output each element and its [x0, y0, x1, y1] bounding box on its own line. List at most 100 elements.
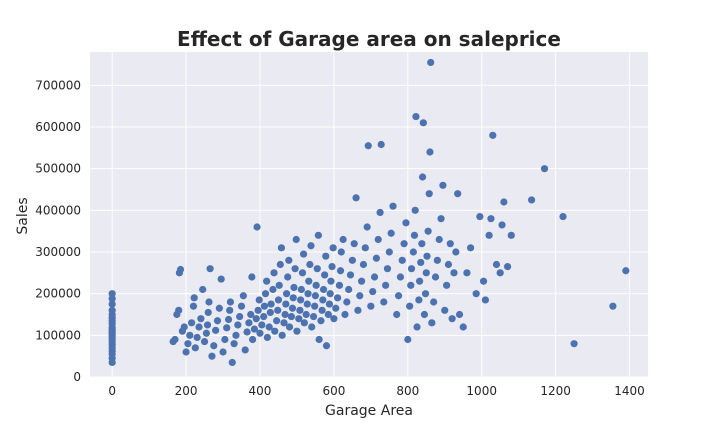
- data-point: [255, 296, 263, 304]
- y-tick-label: 0: [73, 370, 81, 384]
- data-point: [363, 223, 371, 231]
- data-point: [418, 173, 427, 181]
- data-point: [184, 340, 192, 348]
- y-axis-label: Sales: [15, 197, 31, 234]
- data-point: [296, 306, 304, 314]
- data-point: [472, 290, 480, 298]
- y-tick-label: 400000: [35, 203, 81, 217]
- data-point: [448, 315, 456, 323]
- data-point: [450, 269, 458, 277]
- data-point: [324, 310, 332, 319]
- data-point: [250, 325, 259, 333]
- data-point: [500, 198, 508, 206]
- data-point: [256, 329, 264, 337]
- data-point: [364, 142, 372, 150]
- data-point: [236, 312, 244, 321]
- data-point: [234, 321, 242, 329]
- data-point: [315, 335, 323, 344]
- data-point: [175, 306, 183, 314]
- data-point: [422, 269, 430, 277]
- data-point: [481, 296, 490, 304]
- data-point: [376, 208, 384, 217]
- data-point: [258, 321, 266, 329]
- data-point: [341, 310, 349, 319]
- data-point: [489, 131, 497, 139]
- data-point: [407, 281, 415, 289]
- data-point: [287, 312, 295, 321]
- data-point: [260, 312, 268, 321]
- data-point: [299, 250, 308, 258]
- data-point: [300, 319, 308, 327]
- data-point: [189, 302, 198, 310]
- data-point: [311, 292, 320, 300]
- data-point: [326, 290, 334, 298]
- data-point: [199, 285, 207, 294]
- data-point: [313, 265, 321, 273]
- data-point: [498, 221, 506, 229]
- data-point: [252, 315, 260, 323]
- data-point: [270, 269, 278, 277]
- data-point: [425, 190, 433, 198]
- data-point: [444, 260, 453, 269]
- data-point: [385, 248, 393, 256]
- chart-title: Effect of Garage area on saleprice: [177, 27, 561, 51]
- data-point: [208, 352, 216, 360]
- data-point: [540, 165, 549, 173]
- y-tick-labels: 0 100000 200000 300000 400000 500000 600000 700…: [35, 78, 81, 384]
- data-point: [284, 273, 292, 281]
- data-point: [195, 323, 203, 331]
- data-point: [308, 323, 316, 331]
- data-point: [452, 248, 460, 256]
- data-point: [394, 292, 403, 300]
- x-tick-label: 1400: [614, 384, 645, 398]
- data-point: [476, 212, 484, 221]
- y-tick-label: 700000: [35, 78, 81, 92]
- data-point: [247, 310, 255, 319]
- data-point: [176, 265, 185, 274]
- data-point: [356, 292, 364, 300]
- data-point: [427, 58, 435, 67]
- data-point: [354, 306, 362, 314]
- data-point: [223, 324, 231, 332]
- data-point: [319, 285, 328, 294]
- data-point: [213, 317, 222, 325]
- data-point: [463, 269, 471, 277]
- data-point: [370, 273, 379, 281]
- x-tick-label: 1000: [466, 384, 497, 398]
- data-point: [527, 196, 536, 204]
- data-point: [228, 358, 236, 367]
- data-point: [261, 290, 270, 298]
- data-point: [377, 140, 385, 149]
- data-point: [254, 306, 262, 314]
- y-tick-label: 300000: [35, 245, 81, 259]
- data-point: [367, 302, 375, 310]
- data-point: [180, 323, 188, 331]
- data-point: [306, 260, 314, 269]
- data-point: [317, 317, 325, 325]
- data-point: [420, 310, 429, 319]
- data-point: [369, 287, 377, 296]
- data-point: [191, 344, 199, 352]
- data-point: [292, 235, 300, 244]
- data-point: [226, 306, 234, 314]
- x-tick-label: 600: [322, 384, 345, 398]
- data-point: [303, 300, 311, 308]
- data-point: [285, 323, 294, 331]
- data-point: [295, 315, 303, 323]
- data-point: [443, 281, 451, 289]
- data-point: [206, 265, 214, 273]
- data-point: [435, 235, 443, 244]
- data-point: [328, 262, 336, 271]
- data-point: [278, 331, 286, 339]
- data-point: [428, 319, 436, 327]
- data-point: [622, 267, 630, 275]
- data-point: [318, 306, 326, 314]
- data-point: [274, 296, 283, 304]
- x-tick-label: 200: [175, 384, 198, 398]
- data-point: [217, 275, 225, 283]
- data-point: [291, 265, 299, 273]
- data-point: [312, 281, 320, 289]
- data-point: [389, 202, 397, 210]
- data-point: [215, 304, 223, 312]
